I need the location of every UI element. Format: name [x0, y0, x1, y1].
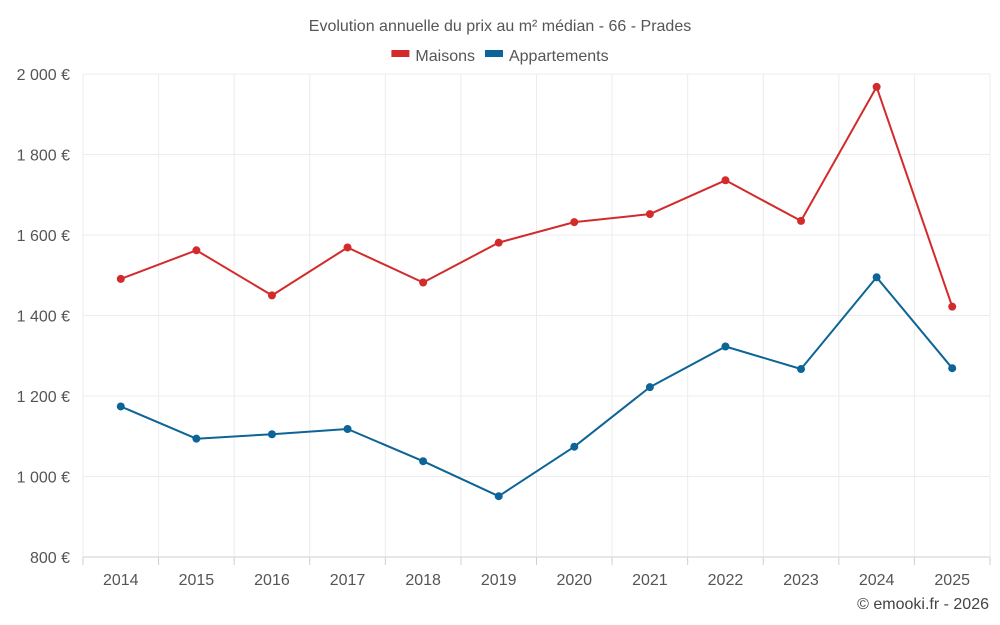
x-tick-label: 2021 [632, 572, 668, 589]
data-point[interactable] [343, 425, 352, 434]
data-point[interactable] [570, 442, 579, 451]
data-point[interactable] [872, 273, 881, 282]
legend-swatch [391, 50, 410, 57]
data-point[interactable] [419, 278, 428, 287]
x-tick-label: 2020 [556, 572, 592, 589]
data-point[interactable] [116, 274, 125, 283]
data-point[interactable] [494, 238, 503, 247]
data-point[interactable] [192, 434, 201, 443]
series-line [120, 276, 953, 498]
data-point[interactable] [343, 243, 352, 252]
data-point[interactable] [721, 342, 730, 351]
chart-title: Evolution annuelle du prix au m² médian … [309, 18, 691, 35]
x-tick-label: 2018 [405, 572, 441, 589]
data-point[interactable] [192, 246, 201, 255]
data-point[interactable] [570, 218, 579, 227]
y-tick-label: 2 000 € [17, 67, 70, 84]
y-tick-label: 1 800 € [17, 148, 70, 165]
legend: Maisons Appartements [391, 48, 609, 65]
legend-item-appartements[interactable]: Appartements [484, 48, 609, 65]
data-point[interactable] [948, 302, 957, 311]
data-point[interactable] [872, 82, 881, 91]
data-point[interactable] [267, 430, 276, 439]
data-point[interactable] [797, 365, 806, 374]
x-tick-label: 2025 [934, 572, 970, 589]
legend-item-maisons[interactable]: Maisons [391, 48, 475, 65]
x-tick-label: 2016 [254, 572, 290, 589]
legend-swatch [484, 50, 503, 57]
y-tick-label: 1 400 € [17, 309, 70, 326]
data-point[interactable] [721, 176, 730, 185]
data-point[interactable] [116, 402, 125, 411]
series-appartements [116, 273, 957, 501]
data-point[interactable] [797, 216, 806, 225]
x-tick-label: 2015 [179, 572, 215, 589]
data-point[interactable] [645, 210, 654, 219]
y-tick-label: 1 000 € [17, 470, 70, 487]
legend-label: Maisons [415, 48, 475, 65]
x-tick-label: 2023 [783, 572, 819, 589]
series-maisons [116, 82, 957, 311]
data-point[interactable] [494, 492, 503, 501]
x-tick-label: 2014 [103, 572, 139, 589]
y-tick-label: 1 200 € [17, 389, 70, 406]
x-axis: 2014 2015 2016 2017 2018 2019 2020 2021 2022 2023… [82, 557, 991, 589]
data-point[interactable] [419, 457, 428, 466]
data-point[interactable] [645, 383, 654, 392]
data-point[interactable] [948, 364, 957, 373]
legend-label: Appartements [509, 48, 609, 65]
credit-text: © emooki.fr - 2026 [857, 596, 989, 613]
series-group [116, 82, 957, 501]
y-axis: 800 € 1 000 € 1 200 € 1 400 € 1 600 € 1 800 €… [17, 67, 70, 567]
x-tick-label: 2017 [330, 572, 366, 589]
y-tick-label: 800 € [30, 550, 70, 567]
x-tick-label: 2022 [708, 572, 744, 589]
series-line [120, 85, 954, 307]
y-tick-label: 1 600 € [17, 228, 70, 245]
x-tick-label: 2019 [481, 572, 517, 589]
grid [82, 73, 991, 558]
x-tick-label: 2024 [859, 572, 895, 589]
data-point[interactable] [267, 291, 276, 300]
